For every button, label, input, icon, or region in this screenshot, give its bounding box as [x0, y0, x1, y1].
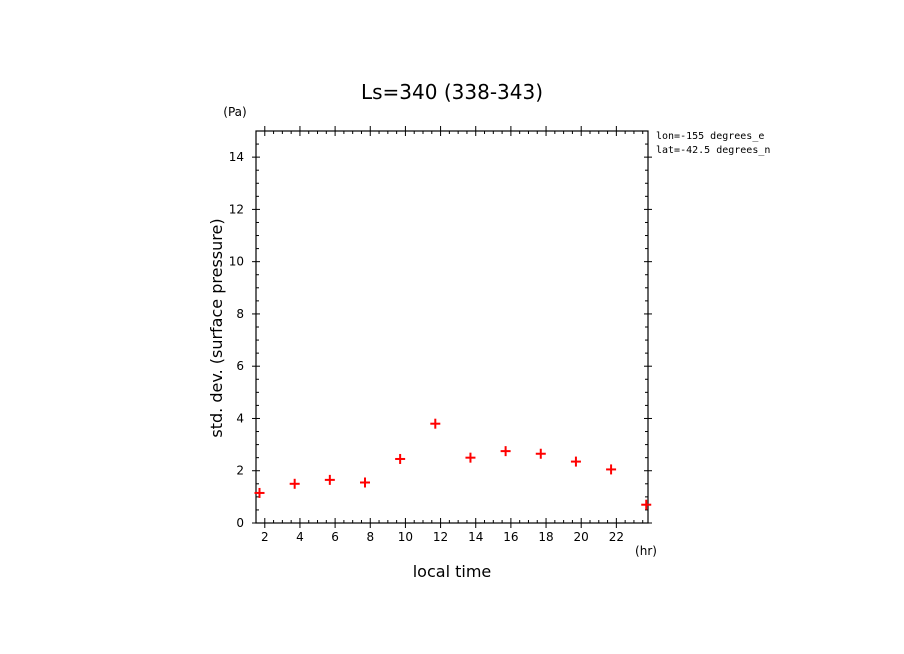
annotation-lat: lat=-42.5 degrees_n — [656, 145, 770, 156]
tick-labels: 0 2 4 6 8 10 12 14 2 4 6 8 10 12 14 16 18 20 22 — [229, 150, 624, 544]
x-tick-label: 8 — [366, 530, 374, 544]
x-tick-label: 6 — [331, 530, 339, 544]
y-tick-label: 0 — [236, 516, 244, 530]
plot-frame — [255, 130, 649, 524]
data-point — [500, 446, 511, 457]
x-tick-label: 20 — [574, 530, 589, 544]
data-point — [430, 418, 441, 429]
x-tick-label: 14 — [468, 530, 483, 544]
data-point — [465, 452, 476, 463]
data-point — [395, 453, 406, 464]
x-tick-label: 12 — [433, 530, 448, 544]
data-point — [570, 456, 581, 467]
y-tick-label: 6 — [236, 359, 244, 373]
y-axis-label: std. dev. (surface pressure) — [207, 218, 226, 437]
y-tick-label: 8 — [236, 307, 244, 321]
data-point — [606, 464, 617, 475]
x-tick-label: 18 — [538, 530, 553, 544]
annotation-lon: lon=-155 degrees_e — [656, 131, 764, 142]
data-point — [254, 487, 265, 498]
chart-title: Ls=340 (338-343) — [361, 80, 543, 104]
data-point — [289, 478, 300, 489]
data-point — [641, 499, 652, 510]
x-tick-label: 10 — [398, 530, 413, 544]
data-point — [324, 474, 335, 485]
y-tick-label: 10 — [229, 255, 244, 269]
y-tick-label: 14 — [229, 150, 244, 164]
axis-ticks — [252, 126, 652, 528]
x-tick-label: 4 — [296, 530, 304, 544]
x-tick-label: 2 — [261, 530, 269, 544]
y-unit-label: (Pa) — [223, 105, 246, 119]
x-tick-label: 16 — [503, 530, 518, 544]
data-points — [254, 418, 652, 510]
x-axis-label: local time — [413, 562, 492, 581]
y-tick-label: 2 — [236, 464, 244, 478]
y-tick-label: 12 — [229, 202, 244, 216]
x-unit-label: (hr) — [635, 544, 657, 558]
x-tick-label: 22 — [609, 530, 624, 544]
y-tick-label: 4 — [236, 411, 244, 425]
data-point — [535, 448, 546, 459]
data-point — [359, 477, 370, 488]
